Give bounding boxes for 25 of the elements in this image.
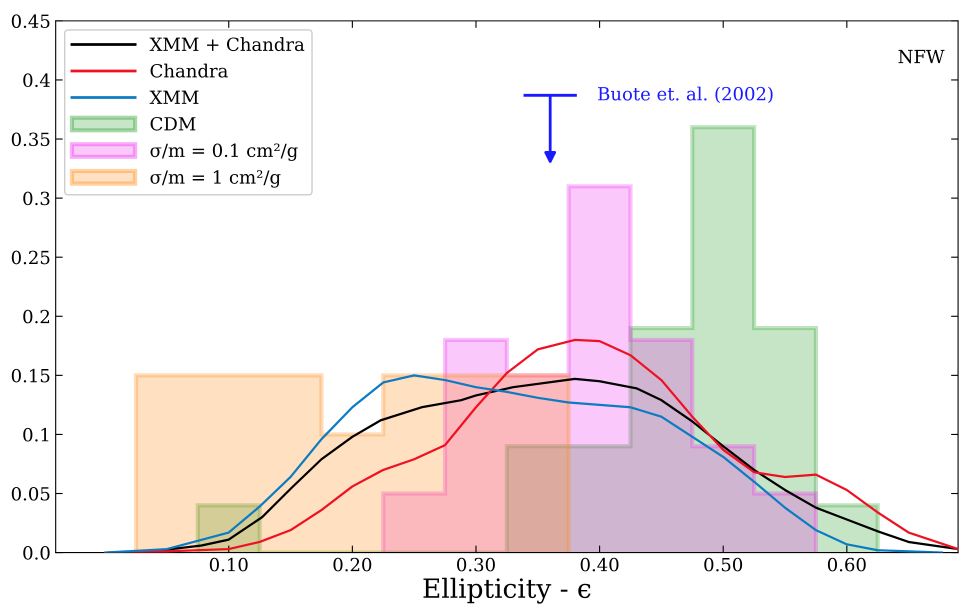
legend-label: σ/m = 1 cm²/g [150, 170, 281, 188]
legend-label: σ/m = 0.1 cm²/g [150, 143, 298, 161]
legend-label: CDM [150, 116, 196, 131]
x-tick-label: 0.60 [828, 558, 866, 572]
x-tick-label: 0.10 [210, 558, 248, 572]
y-tick-label: 0.1 [23, 428, 48, 442]
y-tick-label: 0.25 [12, 250, 50, 264]
annotation: Buote et. al. (2002) [598, 86, 773, 104]
x-tick-label: 0.20 [333, 558, 372, 572]
annotation: NFW [898, 50, 944, 64]
legend-label: Chandra [150, 64, 228, 78]
y-tick-label: 0.15 [12, 368, 50, 382]
y-tick-label: 0.45 [12, 14, 50, 28]
legend-label: XMM + Chandra [150, 37, 304, 52]
y-tick-label: 0.0 [23, 546, 50, 560]
y-tick-label: 0.4 [23, 73, 50, 88]
y-tick-label: 0.35 [12, 132, 50, 146]
legend-label: XMM [150, 90, 198, 104]
x-axis-title: Ellipticity - ϵ [423, 578, 591, 604]
y-tick-label: 0.05 [12, 486, 50, 501]
x-tick-label: 0.30 [457, 558, 495, 572]
x-tick-label: 0.40 [580, 558, 618, 572]
y-tick-label: 0.3 [23, 192, 50, 206]
x-tick-label: 0.50 [704, 558, 742, 572]
y-tick-label: 0.2 [23, 310, 50, 324]
